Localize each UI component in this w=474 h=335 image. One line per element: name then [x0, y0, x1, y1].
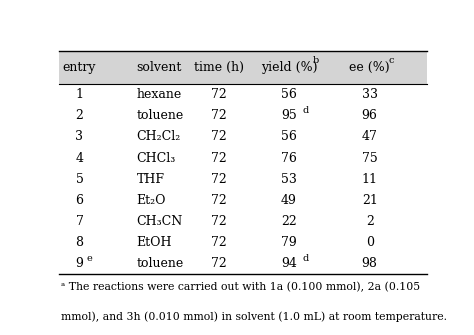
Text: 72: 72: [211, 173, 227, 186]
Text: CH₂Cl₂: CH₂Cl₂: [137, 130, 181, 143]
Text: b: b: [313, 56, 319, 65]
Text: time (h): time (h): [194, 61, 244, 74]
Text: THF: THF: [137, 173, 164, 186]
Text: 79: 79: [281, 236, 297, 249]
Text: 53: 53: [281, 173, 297, 186]
Text: 56: 56: [281, 130, 297, 143]
Text: CHCl₃: CHCl₃: [137, 151, 176, 164]
Text: 49: 49: [281, 194, 297, 207]
Text: 11: 11: [362, 173, 378, 186]
Text: solvent: solvent: [137, 61, 182, 74]
Text: 95: 95: [281, 109, 297, 122]
Text: 72: 72: [211, 194, 227, 207]
Text: 5: 5: [75, 173, 83, 186]
Text: 94: 94: [281, 257, 297, 270]
Text: 21: 21: [362, 194, 378, 207]
Text: c: c: [388, 56, 393, 65]
Text: 76: 76: [281, 151, 297, 164]
Text: 72: 72: [211, 151, 227, 164]
Text: 96: 96: [362, 109, 378, 122]
Text: 72: 72: [211, 257, 227, 270]
Text: entry: entry: [63, 61, 96, 74]
Text: CH₃CN: CH₃CN: [137, 215, 182, 228]
Text: toluene: toluene: [137, 257, 183, 270]
Text: Et₂O: Et₂O: [137, 194, 166, 207]
Text: 4: 4: [75, 151, 83, 164]
Text: 7: 7: [75, 215, 83, 228]
Text: 56: 56: [281, 88, 297, 101]
Text: EtOH: EtOH: [137, 236, 172, 249]
Text: ᵃ The reactions were carried out with 1a (0.100 mmol), 2a (0.105: ᵃ The reactions were carried out with 1a…: [61, 282, 420, 292]
Text: 8: 8: [75, 236, 83, 249]
Text: 72: 72: [211, 215, 227, 228]
Text: toluene: toluene: [137, 109, 183, 122]
Text: 9: 9: [75, 257, 83, 270]
Text: hexane: hexane: [137, 88, 182, 101]
Bar: [59, 51, 427, 84]
Text: 3: 3: [75, 130, 83, 143]
Text: 6: 6: [75, 194, 83, 207]
Text: 2: 2: [366, 215, 374, 228]
Text: 72: 72: [211, 88, 227, 101]
Text: mmol), and 3h (0.010 mmol) in solvent (1.0 mL) at room temperature.: mmol), and 3h (0.010 mmol) in solvent (1…: [61, 312, 447, 322]
Text: d: d: [302, 254, 308, 263]
Text: e: e: [86, 254, 92, 263]
Text: 72: 72: [211, 130, 227, 143]
Text: 47: 47: [362, 130, 378, 143]
Text: ee (%): ee (%): [349, 61, 390, 74]
Text: yield (%): yield (%): [261, 61, 317, 74]
Text: 22: 22: [281, 215, 297, 228]
Text: 33: 33: [362, 88, 378, 101]
Text: d: d: [302, 106, 308, 115]
Text: 72: 72: [211, 109, 227, 122]
Text: 1: 1: [75, 88, 83, 101]
Text: 98: 98: [362, 257, 378, 270]
Text: 0: 0: [365, 236, 374, 249]
Text: 75: 75: [362, 151, 377, 164]
Text: 2: 2: [75, 109, 83, 122]
Text: 72: 72: [211, 236, 227, 249]
